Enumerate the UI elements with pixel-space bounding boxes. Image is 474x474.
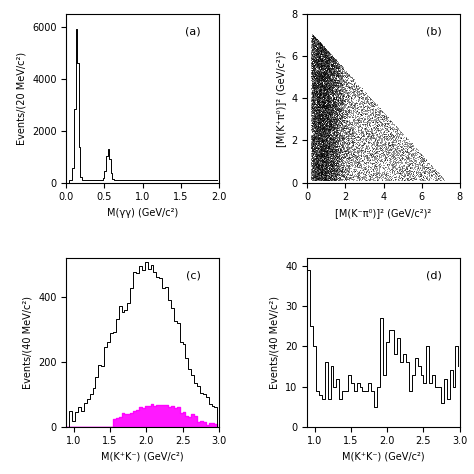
Y-axis label: Events/(40 MeV/c²): Events/(40 MeV/c²) [23, 296, 33, 389]
Text: (b): (b) [426, 26, 441, 36]
Y-axis label: Events/(20 MeV/c²): Events/(20 MeV/c²) [17, 52, 27, 145]
Y-axis label: [M(K⁺π⁰)]² (GeV/c²)²: [M(K⁺π⁰)]² (GeV/c²)² [276, 50, 286, 146]
Y-axis label: Events/(40 MeV/c²): Events/(40 MeV/c²) [270, 296, 280, 389]
Text: (d): (d) [426, 270, 441, 280]
X-axis label: M(K⁺K⁻) (GeV/c²): M(K⁺K⁻) (GeV/c²) [101, 452, 184, 462]
X-axis label: M(K⁺K⁻) (GeV/c²): M(K⁺K⁻) (GeV/c²) [342, 452, 425, 462]
X-axis label: M(γγ) (GeV/c²): M(γγ) (GeV/c²) [107, 208, 178, 218]
Text: (a): (a) [185, 26, 201, 36]
Text: (c): (c) [186, 270, 201, 280]
X-axis label: [M(K⁻π⁰)]² (GeV/c²)²: [M(K⁻π⁰)]² (GeV/c²)² [336, 208, 432, 218]
